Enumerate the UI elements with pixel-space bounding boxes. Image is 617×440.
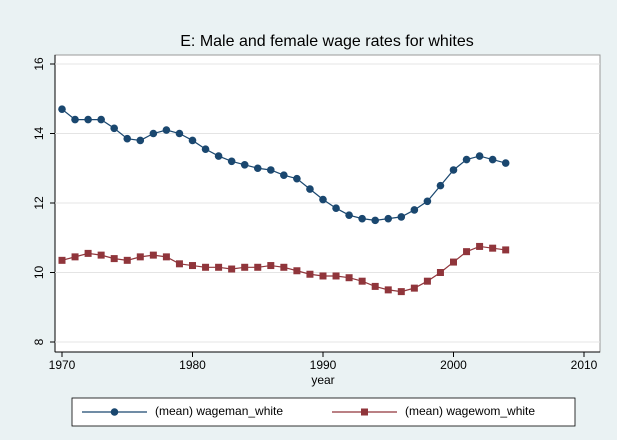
- legend-label: (mean) wageman_white: [155, 404, 283, 418]
- marker: [489, 244, 497, 252]
- marker: [136, 136, 145, 145]
- marker: [463, 248, 471, 256]
- marker: [423, 277, 431, 285]
- marker: [423, 197, 432, 206]
- marker: [280, 263, 288, 271]
- x-tick-label: 2010: [571, 358, 598, 372]
- marker: [319, 272, 327, 280]
- marker: [410, 206, 419, 214]
- y-tick-label: 10: [32, 266, 46, 280]
- y-tick-label: 16: [32, 57, 46, 71]
- y-tick-label: 14: [32, 127, 46, 141]
- marker: [215, 263, 223, 271]
- marker: [280, 171, 288, 179]
- marker: [462, 155, 471, 164]
- marker: [293, 267, 301, 275]
- marker: [110, 255, 118, 263]
- marker: [371, 282, 379, 290]
- marker: [149, 251, 157, 259]
- marker: [384, 286, 392, 294]
- marker: [201, 145, 210, 153]
- marker: [306, 185, 314, 193]
- y-tick-label: 12: [32, 196, 46, 210]
- marker: [267, 166, 275, 174]
- marker: [332, 204, 340, 213]
- marker: [371, 216, 380, 225]
- marker: [162, 253, 170, 261]
- x-tick-label: 2000: [440, 358, 467, 372]
- marker: [58, 256, 66, 264]
- marker: [488, 155, 497, 164]
- marker: [175, 129, 184, 138]
- marker: [84, 115, 92, 124]
- marker: [240, 160, 249, 169]
- marker: [97, 251, 105, 259]
- marker: [449, 166, 458, 174]
- marker: [397, 288, 405, 296]
- marker: [136, 253, 144, 261]
- marker: [293, 174, 301, 183]
- marker: [162, 126, 171, 134]
- marker: [345, 274, 353, 282]
- marker: [501, 159, 510, 167]
- marker: [214, 152, 223, 160]
- marker: [58, 105, 66, 113]
- marker: [397, 213, 406, 221]
- legend-label: (mean) wagewom_white: [405, 404, 535, 418]
- marker: [384, 214, 393, 223]
- x-tick-label: 1970: [49, 358, 76, 372]
- marker: [189, 262, 196, 270]
- marker: [227, 157, 236, 166]
- legend-marker: [110, 408, 119, 416]
- marker: [254, 263, 262, 271]
- marker: [358, 277, 366, 285]
- marker: [110, 124, 118, 133]
- marker: [202, 263, 210, 271]
- legend-marker: [361, 408, 368, 416]
- marker: [71, 115, 79, 124]
- marker: [175, 260, 183, 268]
- marker: [476, 242, 484, 250]
- marker: [502, 246, 510, 254]
- chart-title: E: Male and female wage rates for whites: [180, 33, 473, 50]
- marker: [84, 249, 92, 257]
- marker: [345, 211, 353, 219]
- marker: [410, 284, 418, 292]
- marker: [306, 270, 314, 278]
- marker: [149, 129, 158, 138]
- marker: [71, 253, 79, 261]
- marker: [332, 272, 340, 280]
- x-axis-title: year: [311, 373, 334, 387]
- marker: [450, 258, 457, 266]
- marker: [253, 164, 262, 173]
- marker: [123, 134, 132, 143]
- marker: [436, 181, 445, 190]
- x-tick-label: 1990: [310, 358, 337, 372]
- marker: [267, 262, 275, 270]
- marker: [475, 152, 484, 160]
- marker: [228, 265, 236, 273]
- y-tick-label: 8: [32, 338, 46, 345]
- marker: [97, 115, 105, 124]
- marker: [319, 195, 327, 204]
- marker: [241, 263, 249, 271]
- marker: [188, 136, 197, 145]
- marker: [436, 269, 444, 276]
- marker: [123, 256, 131, 264]
- marker: [358, 214, 366, 223]
- legend: [71, 397, 576, 427]
- x-tick-label: 1980: [179, 358, 206, 372]
